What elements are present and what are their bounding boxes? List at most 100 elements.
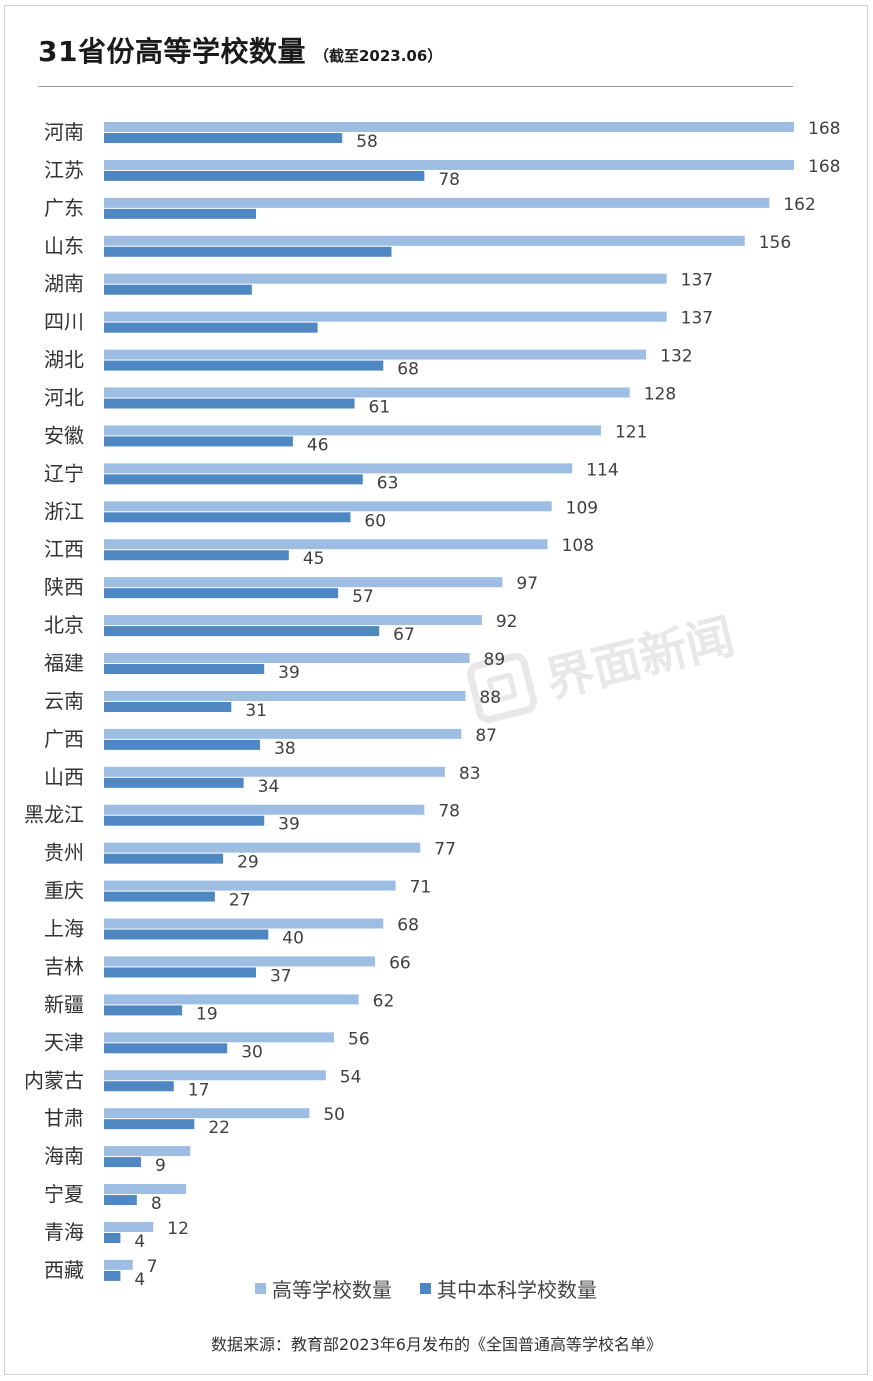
bar-series2-3 bbox=[104, 246, 392, 257]
bar-series1-8 bbox=[104, 425, 601, 436]
category-label-8: 安徽 bbox=[44, 423, 84, 447]
bar-series2-26 bbox=[104, 1119, 195, 1130]
data-label-series1-10: 109 bbox=[566, 498, 598, 518]
bar-series1-9 bbox=[104, 463, 573, 474]
category-label-5: 四川 bbox=[44, 310, 84, 334]
category-label-0: 河南 bbox=[44, 120, 84, 144]
bar-series1-18 bbox=[104, 804, 425, 815]
category-label-18: 黑龙江 bbox=[24, 803, 84, 827]
data-label-series1-2: 162 bbox=[783, 195, 815, 215]
data-label-series2-11: 45 bbox=[303, 549, 325, 569]
bar-series1-22 bbox=[104, 956, 376, 967]
bar-series2-8 bbox=[104, 436, 293, 447]
chart-subtitle: （截至2023.06） bbox=[313, 47, 443, 65]
bar-series1-27 bbox=[104, 1146, 191, 1157]
category-label-30: 西藏 bbox=[44, 1258, 84, 1282]
data-label-series1-30: 7 bbox=[147, 1257, 158, 1277]
bar-series1-19 bbox=[104, 842, 421, 853]
data-label-series2-0: 58 bbox=[356, 132, 378, 152]
data-label-series2-27: 9 bbox=[155, 1156, 166, 1176]
category-label-22: 吉林 bbox=[44, 954, 84, 978]
bar-series1-14 bbox=[104, 653, 470, 664]
category-label-27: 海南 bbox=[44, 1144, 84, 1168]
bar-series1-3 bbox=[104, 235, 745, 246]
category-label-21: 上海 bbox=[44, 917, 84, 941]
bar-series2-18 bbox=[104, 815, 265, 826]
bar-series2-2 bbox=[104, 208, 256, 219]
bar-series1-24 bbox=[104, 1032, 334, 1043]
bar-series2-7 bbox=[104, 398, 355, 409]
data-label-series1-3: 156 bbox=[759, 233, 791, 253]
bar-series1-0 bbox=[104, 122, 794, 132]
data-label-series2-10: 60 bbox=[364, 511, 386, 531]
bar-series1-7 bbox=[104, 387, 630, 398]
data-label-series2-7: 61 bbox=[369, 398, 391, 418]
data-label-series1-5: 137 bbox=[681, 309, 713, 329]
data-source-note: 数据来源：教育部2023年6月发布的《全国普通高等学校名单》 bbox=[211, 1335, 662, 1354]
data-label-series1-26: 50 bbox=[323, 1105, 345, 1125]
category-label-11: 江西 bbox=[44, 537, 84, 561]
data-label-series1-29: 12 bbox=[167, 1219, 189, 1239]
bar-series1-10 bbox=[104, 501, 552, 512]
data-label-series2-16: 38 bbox=[274, 739, 296, 759]
legend-swatch-series2 bbox=[420, 1283, 431, 1294]
category-label-1: 江苏 bbox=[44, 158, 84, 182]
data-label-series2-12: 57 bbox=[352, 587, 374, 607]
bar-series2-1 bbox=[104, 170, 425, 181]
bar-series2-14 bbox=[104, 664, 265, 675]
bar-series1-15 bbox=[104, 690, 466, 701]
bar-series2-28 bbox=[104, 1195, 137, 1206]
data-label-series2-22: 37 bbox=[270, 966, 292, 986]
bar-series1-20 bbox=[104, 880, 396, 891]
data-label-series1-14: 89 bbox=[484, 650, 506, 670]
data-label-series2-25: 17 bbox=[188, 1080, 210, 1100]
data-label-series2-26: 22 bbox=[208, 1118, 230, 1138]
data-label-series2-29: 4 bbox=[134, 1232, 145, 1252]
data-label-series2-1: 78 bbox=[438, 170, 460, 190]
bar-series2-25 bbox=[104, 1081, 174, 1092]
category-label-14: 福建 bbox=[44, 651, 84, 675]
bar-series2-29 bbox=[104, 1232, 121, 1243]
bar-series1-11 bbox=[104, 539, 548, 550]
category-label-28: 宁夏 bbox=[44, 1182, 84, 1206]
data-label-series1-22: 66 bbox=[389, 953, 411, 973]
title-row: 31省份高等学校数量 （截至2023.06） bbox=[38, 30, 442, 70]
data-label-series1-25: 54 bbox=[340, 1067, 362, 1087]
bar-series2-22 bbox=[104, 967, 256, 978]
legend-label-series2: 其中本科学校数量 bbox=[437, 1278, 597, 1302]
legend-item-series1: 高等学校数量 bbox=[255, 1274, 392, 1303]
data-label-series1-16: 87 bbox=[475, 726, 497, 746]
data-label-series1-12: 97 bbox=[516, 574, 538, 594]
bar-series2-6 bbox=[104, 360, 384, 371]
data-label-series2-18: 39 bbox=[278, 815, 300, 835]
bar-series1-12 bbox=[104, 577, 503, 588]
category-label-25: 内蒙古 bbox=[24, 1068, 84, 1092]
bar-series2-10 bbox=[104, 512, 351, 523]
bar-series2-11 bbox=[104, 550, 289, 561]
data-label-series2-6: 68 bbox=[397, 360, 419, 380]
data-label-series1-21: 68 bbox=[397, 916, 419, 936]
category-label-4: 湖南 bbox=[44, 272, 84, 296]
bar-series1-29 bbox=[104, 1221, 154, 1232]
data-label-series2-14: 39 bbox=[278, 663, 300, 683]
bar-series1-21 bbox=[104, 918, 384, 929]
bar-series2-30 bbox=[104, 1270, 121, 1281]
bar-series2-24 bbox=[104, 1043, 228, 1054]
category-label-17: 山西 bbox=[44, 765, 84, 789]
legend-swatch-series1 bbox=[255, 1283, 266, 1294]
data-label-series1-7: 128 bbox=[644, 385, 676, 405]
data-label-series1-1: 168 bbox=[808, 157, 840, 177]
data-label-series2-24: 30 bbox=[241, 1042, 263, 1062]
bar-series2-21 bbox=[104, 929, 269, 940]
bar-series1-25 bbox=[104, 1070, 326, 1081]
bar-series2-16 bbox=[104, 739, 261, 750]
bar-series2-9 bbox=[104, 474, 363, 485]
legend: 高等学校数量 其中本科学校数量 bbox=[255, 1274, 597, 1303]
data-label-series1-4: 137 bbox=[681, 271, 713, 291]
category-label-7: 河北 bbox=[44, 386, 84, 410]
data-label-series2-15: 31 bbox=[245, 701, 267, 721]
category-label-16: 广西 bbox=[44, 727, 84, 751]
data-label-series1-0: 168 bbox=[808, 119, 840, 139]
category-label-24: 天津 bbox=[44, 1030, 84, 1054]
data-label-series1-17: 83 bbox=[459, 764, 481, 784]
